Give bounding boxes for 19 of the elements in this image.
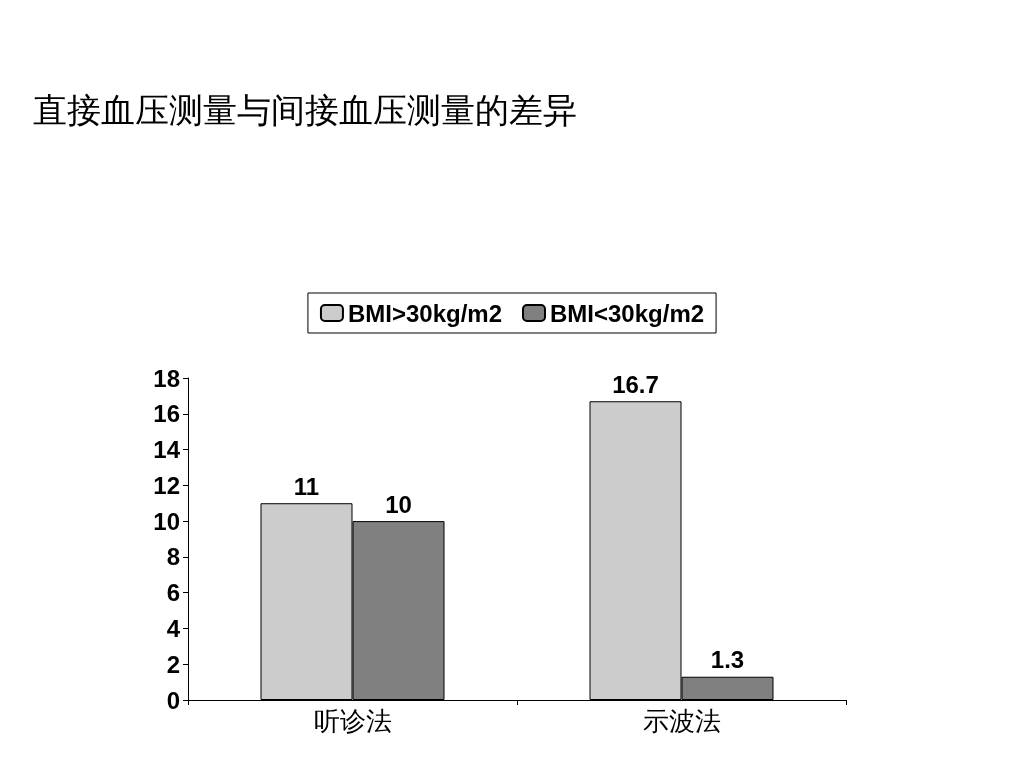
x-tick-label: 示波法	[642, 706, 721, 736]
y-tick-label: 12	[153, 471, 180, 499]
y-tick-label: 0	[166, 686, 180, 714]
data-label: 1.3	[710, 646, 745, 674]
y-tick-label: 10	[153, 507, 180, 535]
legend-label: BMI>30kg/m2	[347, 299, 503, 327]
x-tick-label: 听诊法	[313, 706, 392, 736]
y-tick-label: 4	[166, 614, 181, 642]
y-tick-label: 2	[166, 650, 180, 678]
y-tick-label: 16	[153, 400, 180, 428]
y-tick-label: 14	[153, 436, 181, 464]
data-label: 16.7	[612, 370, 659, 398]
legend-label: BMI<30kg/m2	[550, 299, 705, 327]
data-label: 10	[385, 490, 412, 518]
y-tick-label: 18	[153, 364, 180, 392]
y-tick-label: 8	[166, 543, 180, 571]
data-label: 11	[293, 472, 320, 500]
chart-title: 直接血压测量与间接血压测量的差异	[33, 90, 577, 130]
y-tick-label: 6	[166, 579, 180, 607]
